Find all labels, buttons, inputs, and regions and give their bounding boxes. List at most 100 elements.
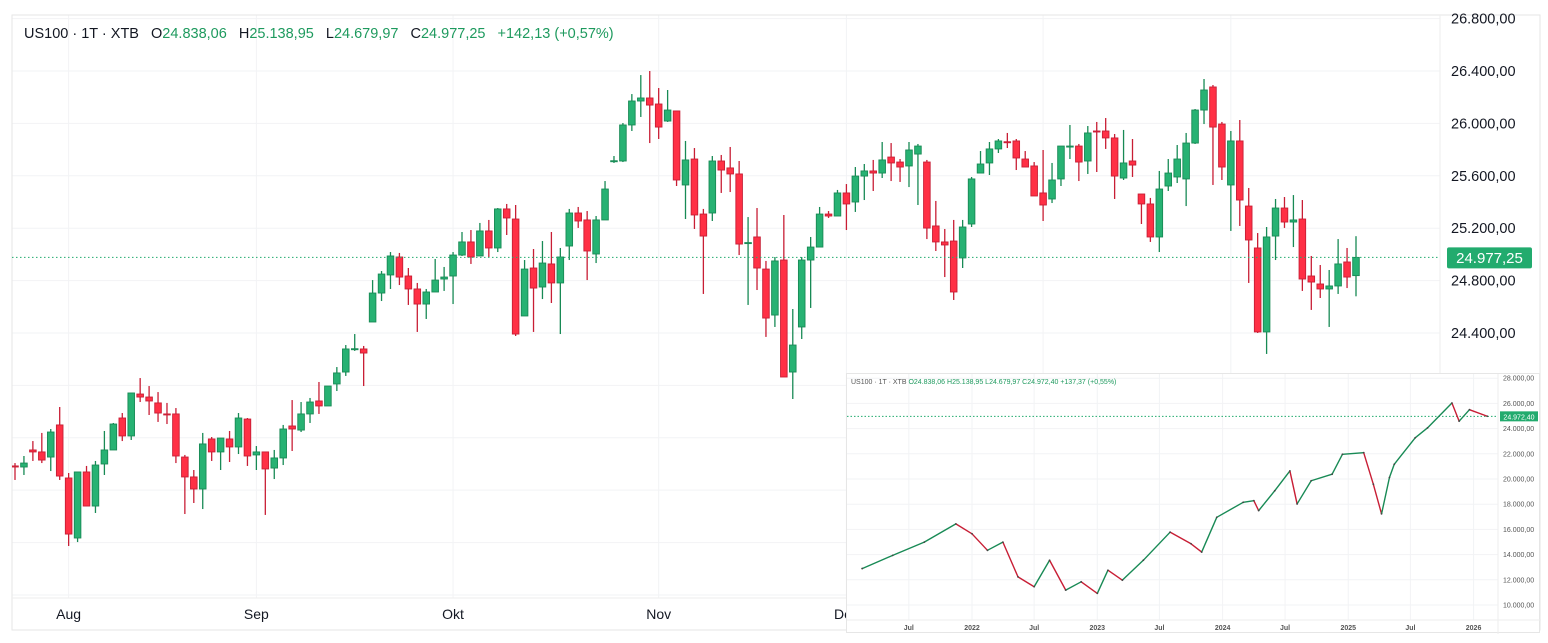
candle[interactable] <box>1191 108 1199 144</box>
candle[interactable] <box>645 71 654 144</box>
candle[interactable] <box>1057 145 1065 187</box>
candle[interactable] <box>440 266 448 291</box>
candle[interactable] <box>315 381 323 414</box>
candle[interactable] <box>1137 193 1146 224</box>
candle[interactable] <box>270 449 279 480</box>
candle[interactable] <box>1164 159 1173 191</box>
candle[interactable] <box>359 345 368 387</box>
candle[interactable] <box>1092 121 1101 172</box>
candle[interactable] <box>225 430 234 463</box>
candle[interactable] <box>726 146 734 193</box>
candle[interactable] <box>181 454 189 515</box>
candle[interactable] <box>109 422 118 451</box>
candle[interactable] <box>976 151 985 174</box>
candle[interactable] <box>708 156 717 221</box>
candle[interactable] <box>55 406 64 480</box>
candle[interactable] <box>1325 269 1333 327</box>
candle[interactable] <box>1334 239 1342 294</box>
candle[interactable] <box>690 148 699 229</box>
candle[interactable] <box>502 203 511 236</box>
candle[interactable] <box>404 268 413 305</box>
candle[interactable] <box>914 143 922 206</box>
candle[interactable] <box>1173 145 1181 183</box>
candle[interactable] <box>413 282 422 332</box>
candle[interactable] <box>1271 198 1280 261</box>
candle[interactable] <box>1218 121 1226 180</box>
candle[interactable] <box>717 154 726 193</box>
candle[interactable] <box>1084 126 1092 174</box>
candle[interactable] <box>887 143 895 182</box>
candle[interactable] <box>1012 138 1021 171</box>
candle[interactable] <box>637 75 645 117</box>
candle[interactable] <box>1280 197 1289 228</box>
candle[interactable] <box>762 260 770 337</box>
candle[interactable] <box>154 392 162 422</box>
candle[interactable] <box>672 110 681 187</box>
candle[interactable] <box>1227 130 1235 231</box>
candle[interactable] <box>547 231 556 303</box>
candle[interactable] <box>842 184 851 231</box>
candle[interactable] <box>207 436 216 461</box>
candle[interactable] <box>520 260 529 317</box>
candle[interactable] <box>1003 132 1012 149</box>
candle[interactable] <box>20 455 28 475</box>
candle[interactable] <box>699 208 708 294</box>
candle[interactable] <box>1048 162 1056 204</box>
candle[interactable] <box>511 205 520 336</box>
candle[interactable] <box>932 200 940 251</box>
candle[interactable] <box>297 402 305 433</box>
overview-inset-chart[interactable]: 28.000,00 26.000,00 24.000,00 22.000,00 20.0… <box>846 373 1541 634</box>
candle[interactable] <box>252 446 261 471</box>
candle[interactable] <box>198 432 207 510</box>
candle[interactable] <box>91 460 100 513</box>
candle[interactable] <box>583 211 591 281</box>
candle[interactable] <box>172 408 180 464</box>
candle[interactable] <box>565 208 574 261</box>
candle[interactable] <box>216 437 225 471</box>
candle[interactable] <box>619 123 627 163</box>
candle[interactable] <box>1209 85 1217 185</box>
candle[interactable] <box>851 167 860 212</box>
candle[interactable] <box>967 176 976 228</box>
candle[interactable] <box>458 231 466 256</box>
candle[interactable] <box>395 252 404 286</box>
candle[interactable] <box>279 424 287 466</box>
candle[interactable] <box>1066 124 1074 160</box>
candle[interactable] <box>860 164 869 201</box>
candle[interactable] <box>1343 247 1351 289</box>
candle[interactable] <box>1262 227 1271 354</box>
candle[interactable] <box>1030 162 1038 197</box>
candle[interactable] <box>878 141 886 179</box>
candle[interactable] <box>538 241 547 300</box>
candle[interactable] <box>753 208 761 291</box>
candle[interactable] <box>833 189 842 217</box>
candle[interactable] <box>306 397 314 423</box>
candle[interactable] <box>958 219 967 269</box>
candle[interactable] <box>681 140 690 220</box>
candle[interactable] <box>1253 233 1262 333</box>
candle[interactable] <box>145 386 153 415</box>
candle[interactable] <box>806 236 815 308</box>
candle[interactable] <box>324 385 332 407</box>
candle[interactable] <box>1298 200 1307 291</box>
candle[interactable] <box>1155 170 1164 253</box>
candle[interactable] <box>1200 78 1208 125</box>
candle[interactable] <box>333 367 341 392</box>
candle[interactable] <box>601 181 609 221</box>
candle[interactable] <box>1316 265 1324 299</box>
candle[interactable] <box>485 219 493 258</box>
symbol-label[interactable]: US100 · 1T · XTB <box>24 26 139 42</box>
candle[interactable] <box>386 252 395 289</box>
candle[interactable] <box>815 206 824 248</box>
candle[interactable] <box>923 159 931 240</box>
candle[interactable] <box>163 402 171 425</box>
candle[interactable] <box>896 159 904 182</box>
candle[interactable] <box>422 288 430 319</box>
candle[interactable] <box>789 309 797 400</box>
candle[interactable] <box>529 249 538 332</box>
candle[interactable] <box>82 465 91 507</box>
candle[interactable] <box>1244 187 1253 283</box>
candle[interactable] <box>64 473 73 546</box>
candle[interactable] <box>1110 134 1119 199</box>
